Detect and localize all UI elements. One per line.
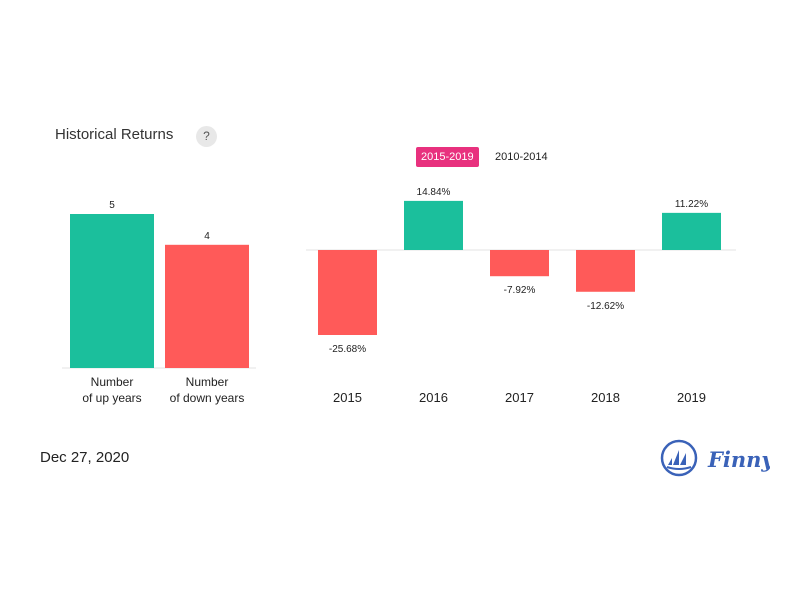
return-value-label: -25.68%	[329, 344, 366, 355]
year-label: 2019	[677, 390, 706, 405]
year-label: 2015	[333, 390, 362, 405]
tab-2010-2014[interactable]: 2010-2014	[495, 151, 548, 163]
as-of-date: Dec 27, 2020	[40, 449, 130, 466]
page-title: Historical Returns	[55, 126, 174, 143]
return-bar	[662, 212, 721, 250]
brand-name: Finny	[707, 447, 770, 472]
return-bar	[576, 250, 635, 292]
return-value-label: -7.92%	[504, 285, 536, 296]
return-value-label: 14.84%	[417, 187, 451, 198]
count-value-label: 4	[204, 231, 210, 242]
return-bar	[318, 250, 377, 335]
count-category-label: of up years	[82, 391, 141, 405]
count-category-label: of down years	[170, 391, 245, 405]
finny-logo: Finny	[660, 438, 775, 478]
count-value-label: 5	[109, 200, 115, 211]
year-label: 2016	[419, 390, 448, 405]
year-label: 2018	[591, 390, 620, 405]
count-category-label: Number	[91, 375, 134, 389]
tab-2015-2019[interactable]: 2015-2019	[416, 147, 479, 167]
return-value-label: -12.62%	[587, 301, 624, 312]
count-bar	[165, 244, 249, 368]
help-icon[interactable]: ?	[196, 126, 217, 147]
annual-returns-chart: -25.68% 2015 14.84% 2016 -7.92% 2017 -12.62% 20…	[306, 187, 736, 405]
return-value-label: 11.22%	[675, 199, 708, 210]
count-bar	[70, 214, 154, 368]
year-label: 2017	[505, 390, 534, 405]
return-bar	[404, 200, 463, 250]
count-chart: 5 Number of up years 4 Number of down years	[62, 200, 256, 405]
return-bar	[490, 250, 549, 277]
count-category-label: Number	[186, 375, 229, 389]
